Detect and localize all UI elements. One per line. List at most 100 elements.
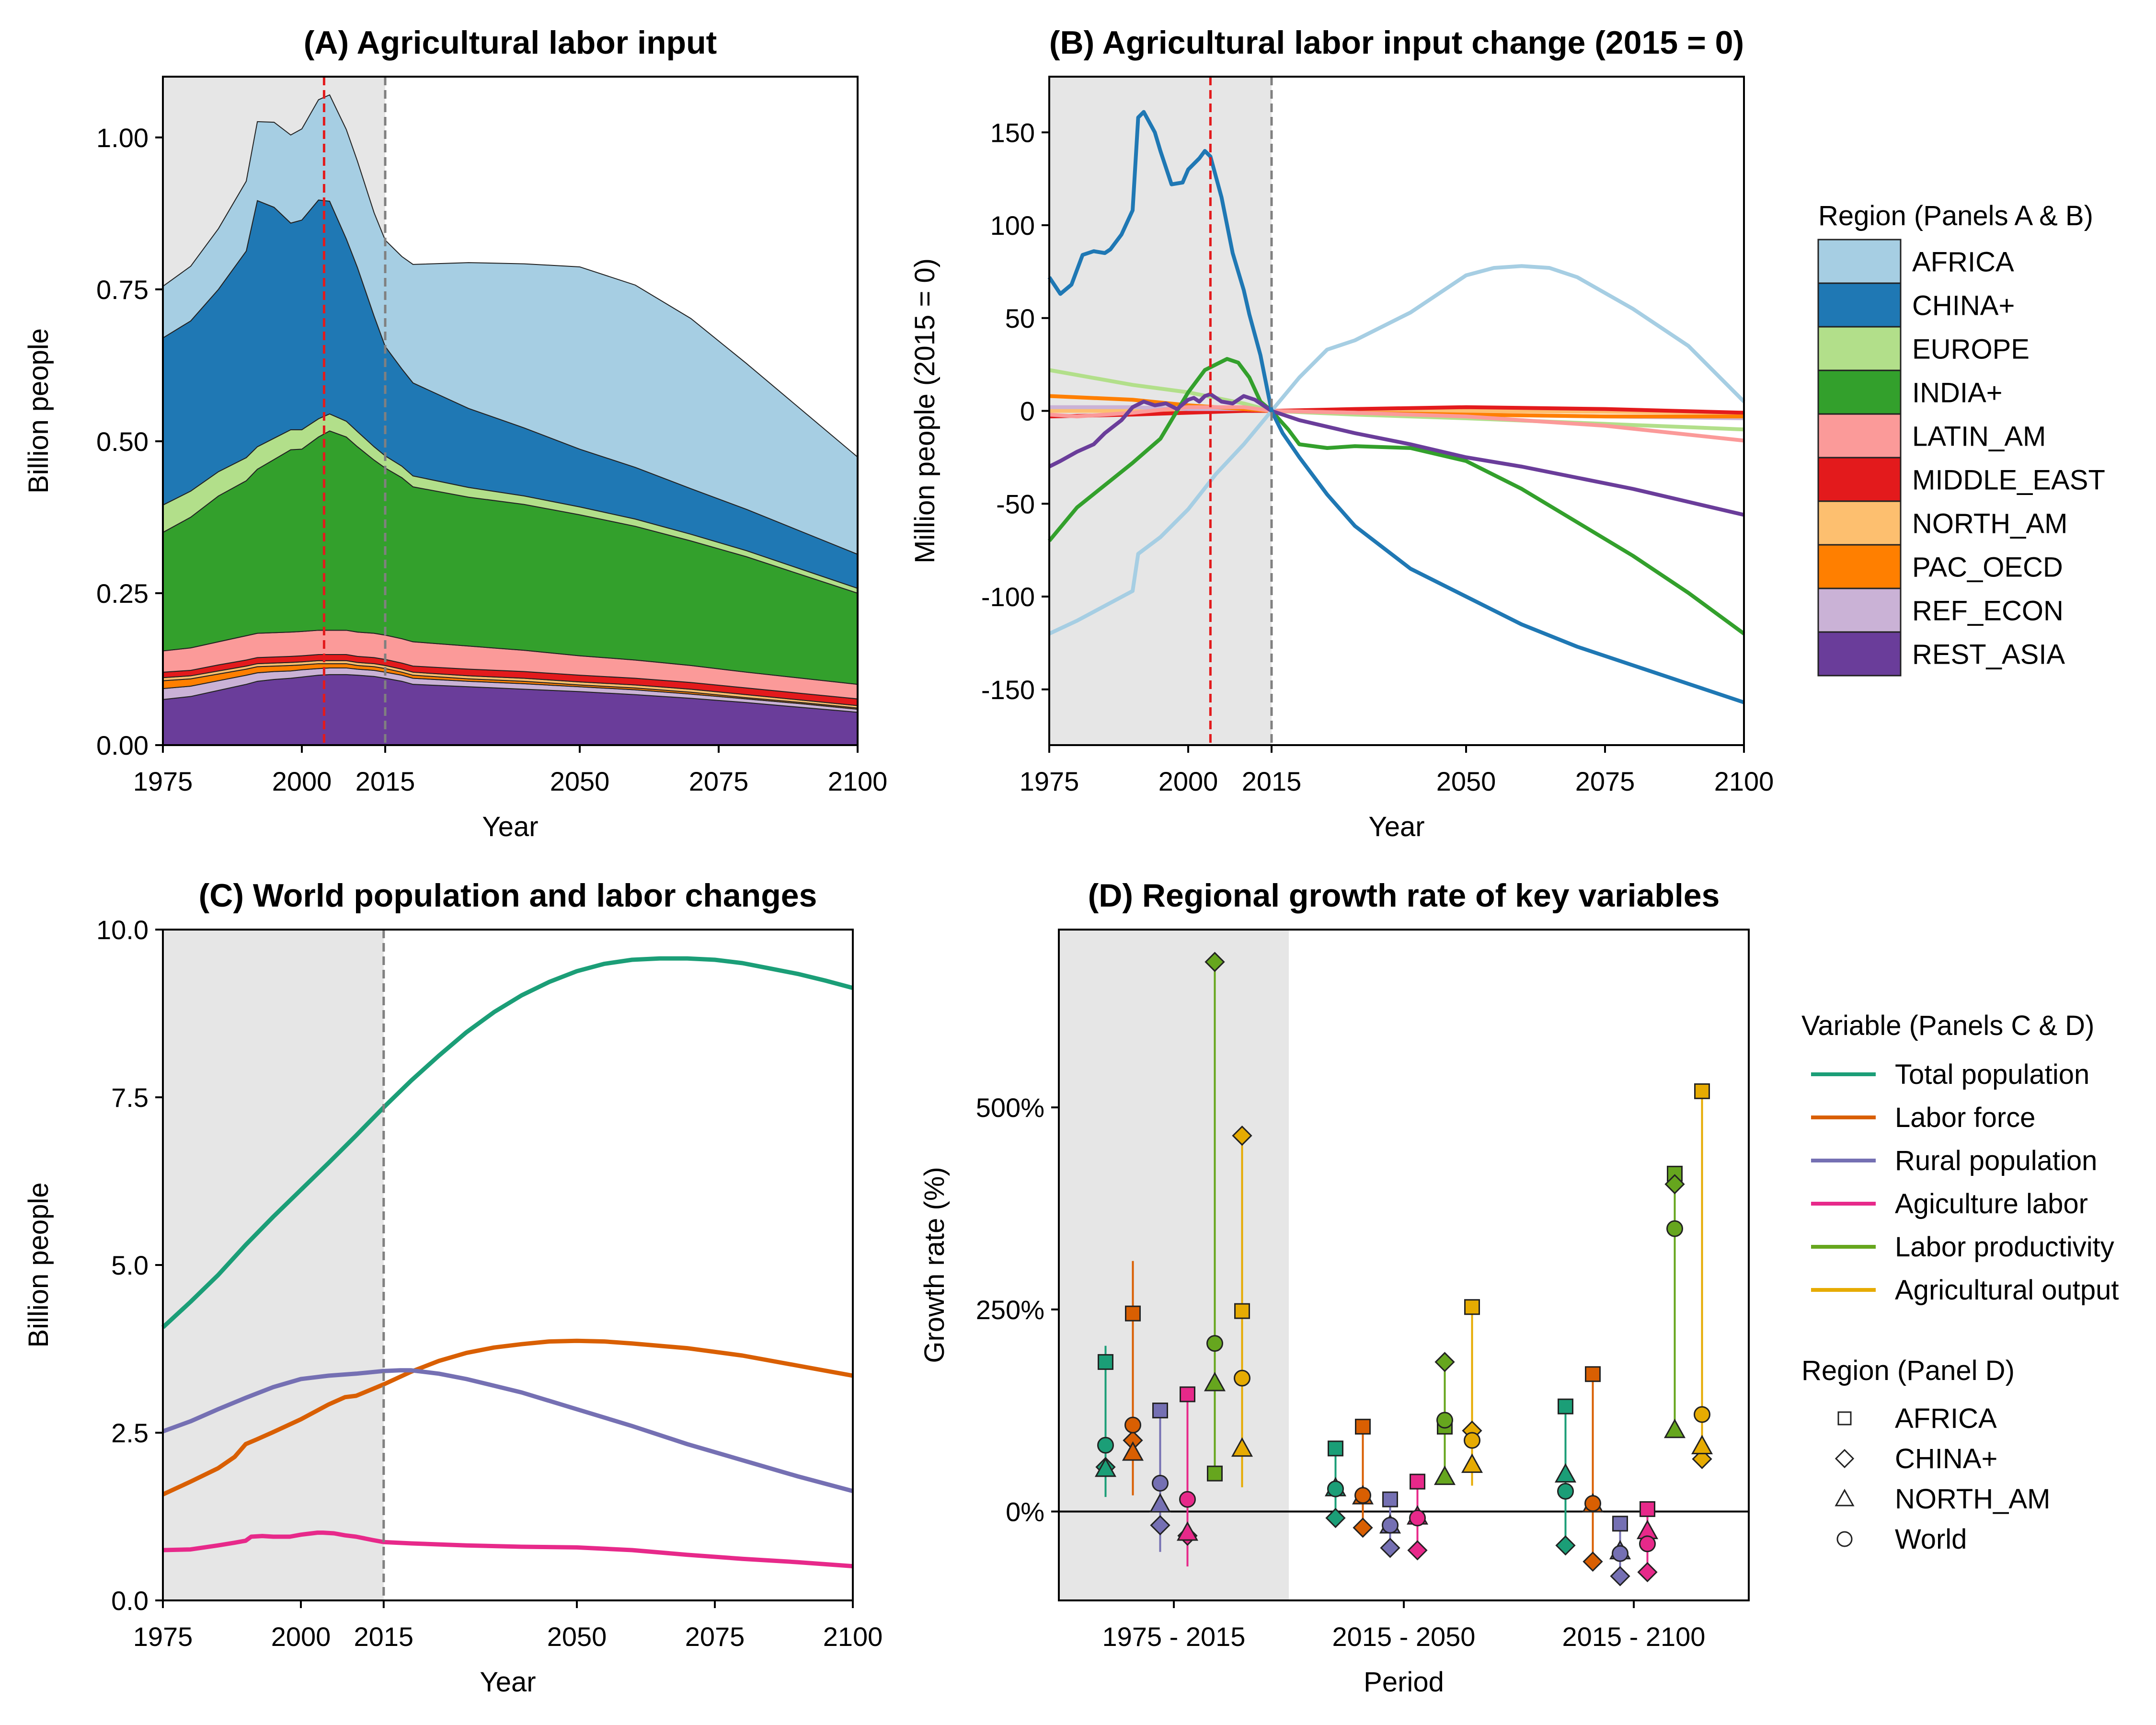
legend-swatch-middle-east	[1817, 457, 1902, 502]
marker-africa	[1612, 1516, 1628, 1532]
y-axis-label: Growth rate (%)	[919, 1167, 950, 1363]
legend-label-rural-population: Rural population	[1895, 1145, 2097, 1176]
marker-world	[1327, 1480, 1344, 1497]
marker-china	[1353, 1518, 1373, 1538]
y-axis-label: Million people (2015 = 0)	[909, 258, 940, 564]
legend-region-panel-d: Region (Panel D) AFRICA CHINA+ NORTH_AM Worl…	[1801, 1355, 2050, 1555]
marker-africa	[1234, 1303, 1250, 1319]
legend-label-latin-am: LATIN_AM	[1912, 421, 2046, 452]
legend-title: Region (Panels A & B)	[1818, 200, 2093, 231]
legend-marker-triangle	[1835, 1488, 1855, 1506]
marker-world	[1557, 1483, 1574, 1500]
marker-africa	[1355, 1418, 1371, 1435]
x-tick-label: 2000	[272, 766, 332, 796]
x-tick-label: 2100	[1714, 766, 1774, 796]
marker-china	[1555, 1535, 1576, 1556]
x-tick-label: 2015	[356, 766, 415, 796]
marker-north-am	[1094, 1457, 1117, 1477]
marker-africa	[1558, 1398, 1573, 1414]
legend-marker-diamond	[1835, 1449, 1855, 1469]
y-tick-label: -100	[981, 582, 1035, 612]
y-tick-label: 0.25	[96, 578, 149, 609]
legend-label-middle-east: MIDDLE_EAST	[1912, 465, 2105, 496]
marker-china	[1325, 1507, 1346, 1529]
marker-north-am	[1554, 1463, 1577, 1483]
x-tick-label: 2050	[550, 766, 610, 796]
marker-china	[1380, 1538, 1400, 1558]
x-tick-label: 2015 - 2100	[1562, 1622, 1706, 1652]
panel-a-agricultural-labor-input: 1975 2000 2015 2050 2075 2100 0.00 0.25 0.50 0.75…	[23, 24, 887, 842]
marker-world	[1354, 1487, 1371, 1504]
marker-world	[1124, 1416, 1141, 1434]
marker-africa	[1585, 1366, 1601, 1382]
marker-africa	[1328, 1440, 1343, 1457]
panel-title: (B) Agricultural labor input change (201…	[1049, 24, 1744, 61]
y-tick-label: 0%	[1006, 1496, 1044, 1527]
historical-shade	[163, 930, 384, 1600]
marker-world	[1694, 1406, 1710, 1423]
historical-shade	[1059, 930, 1289, 1600]
x-tick-label: 2000	[271, 1622, 331, 1652]
line-africa	[1048, 264, 1745, 636]
marker-africa	[1694, 1083, 1710, 1099]
legend-label-agiculture-labor: Agiculture labor	[1895, 1188, 2088, 1219]
legend-swatch-china	[1817, 282, 1902, 328]
x-axis-label: Year	[482, 811, 538, 842]
y-axis-label: Billion people	[23, 1182, 54, 1347]
y-tick-label: 10.0	[96, 915, 149, 945]
marker-north-am	[1122, 1441, 1144, 1461]
x-tick-label: 2000	[1158, 766, 1218, 796]
panel-c-world-population-labor: 1975 2000 2015 2050 2075 2100 0.0 2.5 5.0 7.5 10.0…	[23, 877, 883, 1698]
x-tick-label: 2015	[354, 1622, 414, 1652]
marker-africa	[1207, 1465, 1223, 1482]
x-tick-label: 2075	[1575, 766, 1635, 796]
marker-africa	[1382, 1491, 1398, 1507]
marker-china	[1610, 1566, 1630, 1587]
y-tick-label: 100	[990, 210, 1035, 241]
panel-title: (A) Agricultural labor input	[304, 24, 717, 61]
legend-label-total-population: Total population	[1895, 1059, 2089, 1090]
marker-china	[1407, 1540, 1428, 1561]
marker-north-am	[1231, 1437, 1253, 1457]
legend-swatch-india	[1817, 369, 1902, 415]
marker-china	[1232, 1125, 1252, 1146]
marker-africa	[1464, 1299, 1480, 1315]
marker-world	[1612, 1545, 1628, 1562]
legend-label-ref-econ: REF_ECON	[1912, 596, 2064, 627]
legend-label-labor-force: Labor force	[1895, 1102, 2035, 1133]
legend-label-north-am: NORTH_AM	[1912, 508, 2067, 540]
line-china	[1047, 110, 1745, 704]
marker-china	[1204, 952, 1225, 972]
panel-b-agricultural-labor-change: 1975 2000 2015 2050 2075 2100 -150 -100 -50 0 50 10…	[909, 24, 1774, 842]
marker-world	[1639, 1535, 1656, 1552]
marker-north-am	[1204, 1371, 1226, 1392]
x-tick-label: 2015	[1242, 766, 1302, 796]
marker-china	[1583, 1551, 1603, 1572]
y-tick-label: 7.5	[111, 1082, 149, 1113]
legend-marker-circle	[1836, 1531, 1853, 1547]
legend-swatch-north-am	[1817, 500, 1902, 546]
legend-label-labor-productivity: Labor productivity	[1895, 1231, 2114, 1263]
line-latin-am	[1049, 405, 1744, 443]
y-tick-label: 2.5	[111, 1418, 149, 1448]
x-axis-label: Year	[480, 1667, 536, 1698]
line-agiculture-labor	[162, 1530, 853, 1569]
marker-china	[1434, 1352, 1455, 1372]
marker-world	[1409, 1509, 1426, 1527]
marker-north-am	[1663, 1418, 1686, 1438]
x-axis-label: Year	[1368, 811, 1424, 842]
y-tick-label: 0.00	[96, 730, 149, 760]
x-tick-label: 2075	[685, 1622, 745, 1652]
x-tick-label: 2050	[547, 1622, 607, 1652]
panel-d-regional-growth-rate: 1975 - 2015 2015 - 2050 2015 - 2100 0% 250% 5…	[919, 877, 1750, 1698]
y-tick-label: 0	[1020, 396, 1035, 426]
x-tick-label: 1975	[133, 766, 193, 796]
marker-africa	[1410, 1473, 1425, 1490]
legend-swatch-rest-asia	[1817, 631, 1902, 677]
y-tick-label: 0.50	[96, 426, 149, 457]
legend-swatch-pac-oecd	[1817, 544, 1902, 589]
marker-north-am	[1691, 1435, 1713, 1455]
marker-world	[1179, 1491, 1196, 1508]
legend-label-world: World	[1895, 1524, 1967, 1555]
legend-label-agricultural-output: Agricultural output	[1895, 1275, 2119, 1306]
